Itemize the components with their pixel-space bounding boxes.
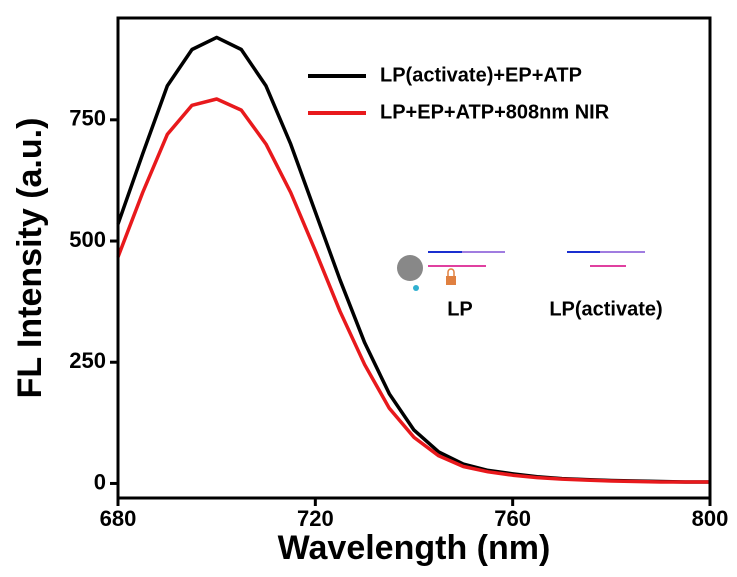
x-tick-label: 720	[297, 506, 334, 531]
data-line	[116, 97, 710, 484]
inset-illustration	[397, 251, 645, 291]
annotation: LP(activate)	[549, 298, 662, 320]
y-tick-label: 0	[94, 469, 106, 494]
x-tick-label: 680	[100, 506, 137, 531]
plot-frame	[116, 16, 712, 500]
annotation: LP	[447, 298, 473, 320]
y-tick-label: 750	[69, 106, 106, 131]
y-tick-label: 250	[69, 348, 106, 373]
x-axis-label: Wavelength (nm)	[278, 529, 551, 567]
legend-label: LP+EP+ATP+808nm NIR	[380, 101, 610, 123]
x-tick-label: 760	[494, 506, 531, 531]
y-tick-label: 500	[69, 227, 106, 252]
y-axis-label: FL Intensity (a.u.)	[11, 118, 49, 399]
legend-label: LP(activate)+EP+ATP	[380, 64, 582, 86]
x-tick-label: 800	[692, 506, 729, 531]
